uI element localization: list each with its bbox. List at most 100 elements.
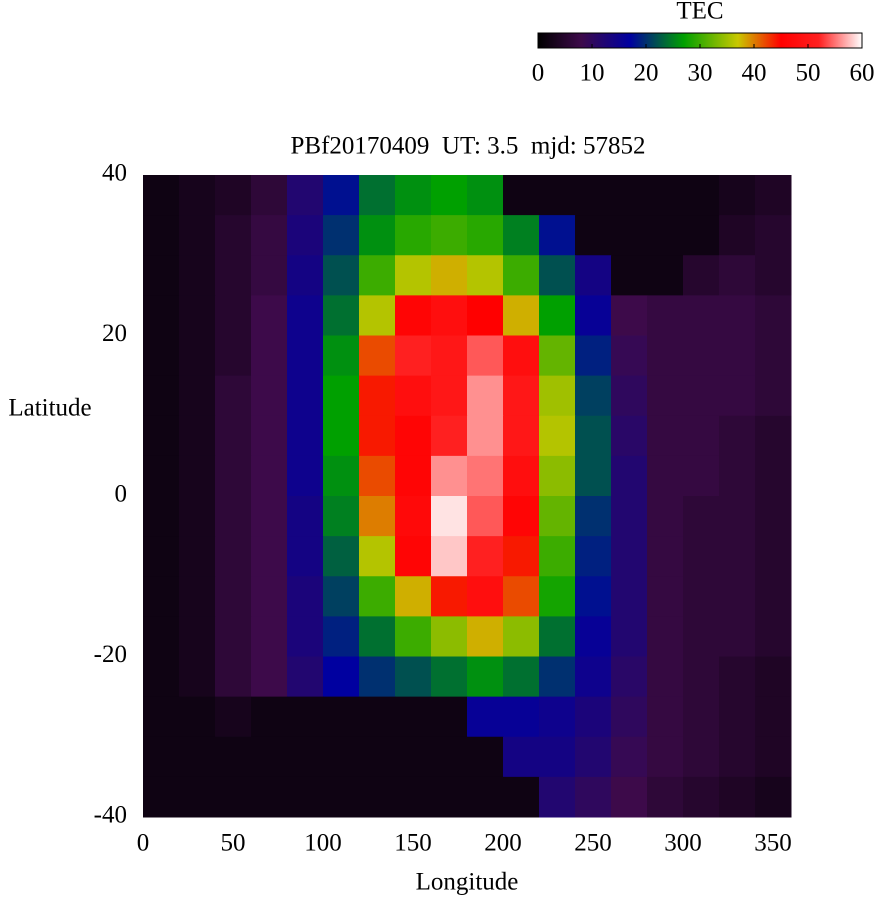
- heatmap-cell: [287, 536, 324, 577]
- heatmap-cell: [647, 375, 684, 417]
- heatmap-cell: [503, 656, 540, 698]
- heatmap-cell: [359, 175, 396, 216]
- heatmap-cell: [467, 375, 504, 417]
- heatmap-cell: [755, 455, 792, 497]
- heatmap-cell: [431, 696, 468, 738]
- heatmap-cell: [287, 295, 324, 336]
- heatmap-cell: [143, 656, 180, 698]
- heatmap-cell: [395, 496, 432, 537]
- heatmap-cell: [431, 455, 468, 497]
- colorbar-tick-label: 30: [688, 60, 713, 87]
- heatmap-cell: [575, 375, 612, 417]
- heatmap-cell: [287, 215, 324, 256]
- heatmap-cell: [755, 736, 792, 778]
- heatmap-cell: [719, 175, 756, 216]
- heatmap-cell: [539, 656, 576, 698]
- heatmap-cell: [359, 696, 396, 738]
- heatmap-cell: [647, 576, 684, 617]
- heatmap-cell: [503, 776, 540, 818]
- heatmap-cell: [143, 496, 180, 537]
- heatmap-cell: [431, 776, 468, 818]
- heatmap-cell: [647, 696, 684, 738]
- heatmap-cell: [647, 415, 684, 457]
- heatmap-cell: [719, 375, 756, 417]
- heatmap-cell: [539, 215, 576, 256]
- heatmap-cell: [611, 175, 648, 216]
- heatmap-cell: [359, 455, 396, 497]
- heatmap-cell: [359, 415, 396, 457]
- heatmap-cell: [719, 415, 756, 457]
- heatmap-cell: [755, 375, 792, 417]
- heatmap-cell: [755, 255, 792, 296]
- heatmap-cell: [179, 295, 216, 336]
- heatmap-cell: [323, 295, 360, 336]
- heatmap-cell: [143, 576, 180, 617]
- heatmap-cell: [431, 295, 468, 336]
- heatmap-cell: [611, 255, 648, 296]
- heatmap-cell: [467, 656, 504, 698]
- heatmap-cell: [251, 455, 288, 497]
- heatmap-cell: [755, 295, 792, 336]
- heatmap-cell: [719, 736, 756, 778]
- heatmap-cell: [719, 656, 756, 698]
- heatmap-cell: [179, 255, 216, 296]
- heatmap-cell: [287, 696, 324, 738]
- heatmap-cell: [719, 295, 756, 336]
- heatmap-cell: [251, 255, 288, 296]
- heatmap-cell: [251, 496, 288, 537]
- heatmap-cell: [575, 415, 612, 457]
- heatmap-cell: [431, 736, 468, 778]
- heatmap-cell: [467, 455, 504, 497]
- heatmap-cell: [611, 295, 648, 336]
- x-axis-label: Longitude: [416, 869, 519, 896]
- heatmap-cell: [575, 255, 612, 296]
- heatmap-cell: [539, 616, 576, 657]
- colorbar-tick-label: 10: [580, 60, 605, 87]
- heatmap-cell: [215, 536, 252, 577]
- heatmap-cell: [287, 255, 324, 296]
- heatmap-cell: [539, 415, 576, 457]
- heatmap-cell: [611, 335, 648, 377]
- heatmap-cell: [215, 496, 252, 537]
- heatmap-cell: [539, 736, 576, 778]
- heatmap-cell: [143, 255, 180, 296]
- heatmap-cell: [575, 656, 612, 698]
- heatmap-cell: [251, 295, 288, 336]
- colorbar-tick-label: 0: [532, 60, 545, 87]
- y-tick-label: 20: [102, 320, 127, 347]
- heatmap-cell: [719, 255, 756, 296]
- heatmap-cell: [683, 335, 720, 377]
- heatmap-cell: [431, 375, 468, 417]
- heatmap-cell: [215, 295, 252, 336]
- heatmap-cell: [215, 215, 252, 256]
- heatmap-cell: [467, 616, 504, 657]
- heatmap-cell: [683, 616, 720, 657]
- heatmap-cell: [539, 536, 576, 577]
- heatmap-cell: [539, 335, 576, 377]
- heatmap-cell: [611, 776, 648, 818]
- heatmap-cell: [611, 375, 648, 417]
- heatmap-cell: [467, 696, 504, 738]
- heatmap-cell: [683, 576, 720, 617]
- heatmap-cell: [251, 776, 288, 818]
- heatmap-cell: [251, 536, 288, 577]
- heatmap-cell: [575, 576, 612, 617]
- heatmap-cell: [467, 776, 504, 818]
- heatmap-cell: [323, 656, 360, 698]
- y-tick-label: 40: [102, 160, 127, 187]
- heatmap-cell: [575, 696, 612, 738]
- heatmap-cell: [395, 616, 432, 657]
- heatmap-cell: [503, 736, 540, 778]
- heatmap-cell: [215, 736, 252, 778]
- heatmap-cell: [251, 616, 288, 657]
- heatmap-cell: [143, 215, 180, 256]
- heatmap-cell: [683, 496, 720, 537]
- heatmap-cell: [179, 215, 216, 256]
- heatmap-cell: [179, 496, 216, 537]
- heatmap-cell: [431, 415, 468, 457]
- heatmap-cell: [359, 656, 396, 698]
- heatmap-cell: [683, 776, 720, 818]
- heatmap-cell: [215, 175, 252, 216]
- heatmap-cell: [287, 455, 324, 497]
